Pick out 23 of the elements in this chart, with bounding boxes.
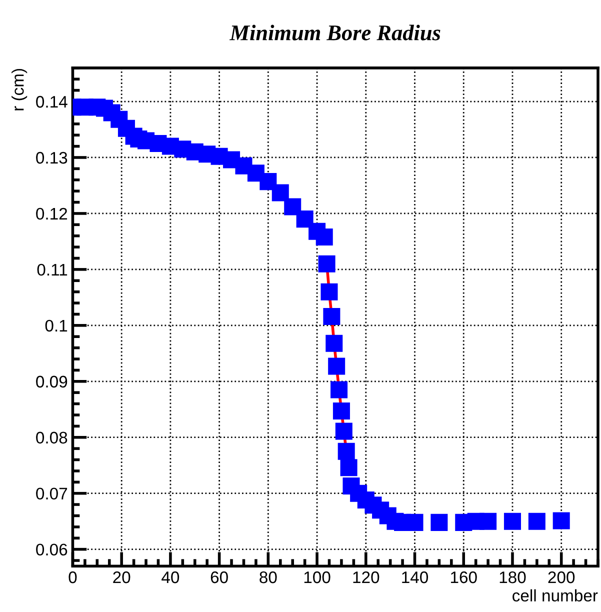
x-tick-label: 60 [210,571,228,584]
y-tick-label: 0.09 [36,376,68,388]
y-tick-label: 0.1 [45,320,68,332]
chart-title: Minimum Bore Radius [229,24,440,40]
x-tick-label: 160 [450,571,477,584]
y-tick-label: 0.13 [36,152,68,164]
x-axis-title: cell number [512,589,598,602]
x-tick-label: 180 [500,571,526,584]
y-tick-label: 0.11 [37,264,68,276]
y-tick-label: 0.12 [36,208,68,220]
x-tick-label: 200 [548,571,575,584]
y-tick-label: 0.08 [36,432,68,444]
y-axis-title: r (cm) [12,68,28,110]
x-tick-label: 0 [68,571,77,584]
x-tick-label: 100 [304,571,330,584]
x-tick-label: 120 [353,571,380,584]
x-tick-label: 140 [402,571,428,584]
x-tick-label: 80 [260,571,277,584]
y-tick-label: 0.14 [36,96,68,108]
y-tick-label: 0.07 [36,488,68,500]
y-tick-label: 0.06 [36,544,68,556]
x-tick-label: 20 [113,571,130,584]
x-tick-label: 40 [162,571,180,584]
